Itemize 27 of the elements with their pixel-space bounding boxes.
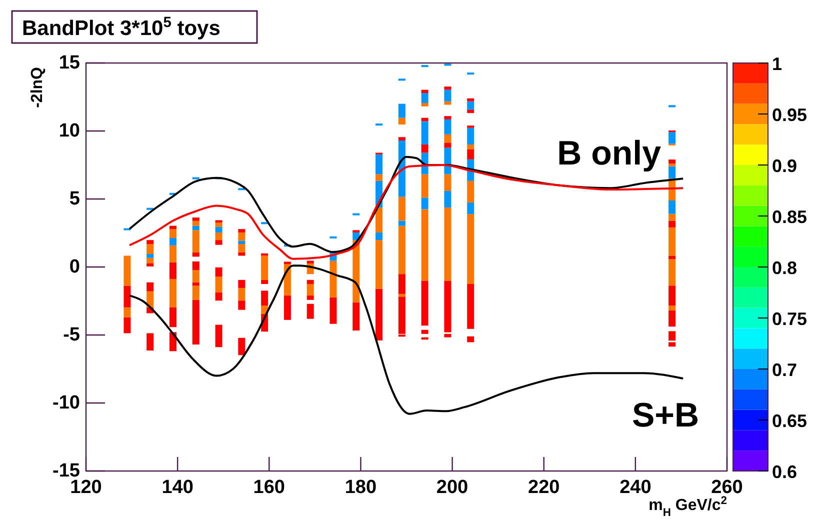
- color-bar-label: 0.95: [772, 105, 808, 125]
- y-axis-title: -2lnQ: [29, 67, 46, 108]
- series-label: S+B: [632, 396, 700, 435]
- x-tick-label: 220: [528, 477, 560, 498]
- chart-title: BandPlot 3*10$^{5}$ toys: [22, 15, 220, 40]
- x-tick-label: 120: [70, 477, 102, 498]
- color-bar-label: 0.75: [772, 309, 808, 329]
- color-bar-label: 0.6: [772, 462, 798, 482]
- series-label: B only: [557, 134, 662, 173]
- y-tick-label: 10: [58, 120, 80, 142]
- x-tick-label: 200: [436, 477, 468, 498]
- x-tick-label: 160: [253, 477, 285, 498]
- y-tick-label: 5: [69, 188, 80, 210]
- color-bar-label: 0.9: [772, 156, 798, 176]
- y-tick-label: -5: [63, 324, 80, 346]
- color-bar-label: 1: [772, 54, 782, 74]
- x-tick-label: 140: [162, 477, 194, 498]
- x-tick-label: 180: [344, 477, 377, 498]
- color-bar-label: 0.8: [772, 258, 798, 278]
- x-axis-title: m$_{H}$ GeV/c$^{2}$: [648, 495, 727, 519]
- y-tick-label: 0: [69, 256, 80, 278]
- y-tick-label: -10: [52, 392, 80, 414]
- color-bar-label: 0.65: [772, 411, 808, 431]
- color-bar-label: 0.7: [772, 360, 798, 380]
- x-tick-label: 240: [620, 477, 652, 498]
- color-bar-label: 0.85: [772, 207, 808, 227]
- y-tick-label: 15: [58, 52, 80, 74]
